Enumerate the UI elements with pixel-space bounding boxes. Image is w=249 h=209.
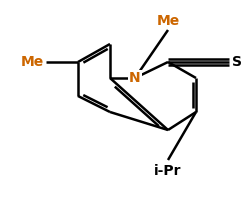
Text: i-Pr: i-Pr <box>154 164 182 178</box>
Text: N: N <box>129 71 141 85</box>
Text: Me: Me <box>21 55 44 69</box>
Text: S: S <box>232 55 242 69</box>
Text: Me: Me <box>156 14 180 28</box>
